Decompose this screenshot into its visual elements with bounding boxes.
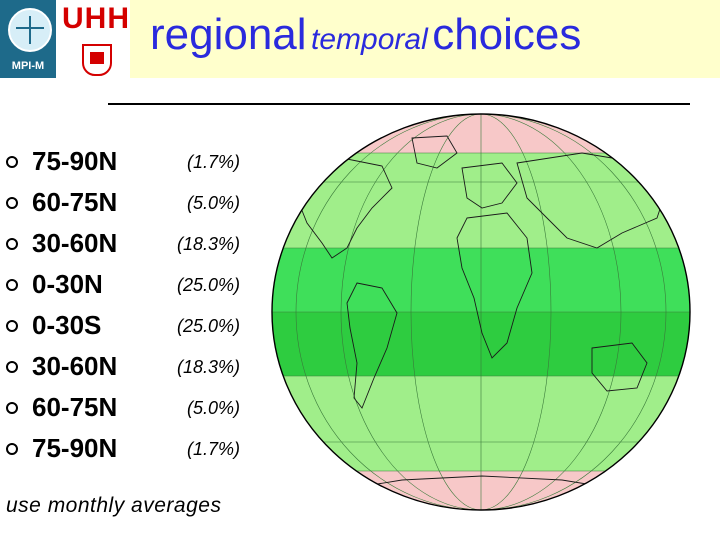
band-label: 60-75N: [32, 187, 118, 217]
band-percent: (1.7%): [186, 152, 240, 172]
list-item: 30-60N (18.3%): [6, 351, 256, 392]
band-percent: (25.0%): [176, 316, 240, 336]
bullet-icon: [6, 238, 18, 250]
globe-icon: [8, 8, 52, 52]
band-percent: (25.0%): [176, 275, 240, 295]
bullet-icon: [6, 443, 18, 455]
band-percent: (18.3%): [176, 357, 240, 377]
list-item: 30-60N (18.3%): [6, 228, 256, 269]
band-label: 0-30N: [32, 269, 103, 299]
bullet-icon: [6, 402, 18, 414]
band-label: 0-30S: [32, 310, 102, 340]
globe-outline: [271, 113, 691, 511]
title-word-temporal: temporal: [311, 23, 428, 56]
latitude-band-list: 75-90N (1.7%) 60-75N (5.0%) 30-60N (18.3…: [6, 146, 256, 474]
band-percent: (18.3%): [176, 234, 240, 254]
title-divider: [108, 103, 690, 105]
slide-title: regional temporal choices: [150, 10, 581, 60]
australia-outline: [591, 342, 648, 392]
uhh-logo: UHH: [56, 0, 130, 78]
bullet-icon: [6, 279, 18, 291]
list-item: 0-30N (25.0%): [6, 269, 256, 310]
band-percent: (5.0%): [186, 193, 240, 213]
list-item: 75-90N (1.7%): [6, 146, 256, 187]
list-item: 75-90N (1.7%): [6, 433, 256, 474]
list-item: 60-75N (5.0%): [6, 392, 256, 433]
bullet-icon: [6, 197, 18, 209]
crest-icon: [82, 44, 112, 76]
bullet-icon: [6, 361, 18, 373]
uhh-logo-label: UHH: [62, 2, 130, 35]
band-label: 60-75N: [32, 392, 118, 422]
list-item: 0-30S (25.0%): [6, 310, 256, 351]
europe-outline: [461, 162, 518, 209]
africa-outline: [456, 212, 533, 359]
header-band: MPI-M UHH regional temporal choices: [0, 0, 720, 78]
title-word-choices: choices: [432, 10, 582, 59]
bullet-icon: [6, 156, 18, 168]
south-america-outline: [346, 282, 398, 409]
list-item: 60-75N (5.0%): [6, 187, 256, 228]
title-word-regional: regional: [150, 10, 307, 59]
globe-map: [271, 113, 691, 511]
band-label: 30-60N: [32, 351, 118, 381]
band-label: 30-60N: [32, 228, 118, 258]
band-label: 75-90N: [32, 146, 118, 176]
band-percent: (5.0%): [186, 398, 240, 418]
footer-note: use monthly averages: [6, 494, 222, 517]
greenland-outline: [411, 135, 458, 169]
north-america-outline: [296, 157, 393, 259]
bullet-icon: [6, 320, 18, 332]
band-percent: (1.7%): [186, 439, 240, 459]
band-label: 75-90N: [32, 433, 118, 463]
latitude-band-globe: [262, 108, 700, 522]
mpi-logo-label: MPI-M: [11, 60, 45, 72]
mpi-logo: MPI-M: [0, 0, 56, 78]
